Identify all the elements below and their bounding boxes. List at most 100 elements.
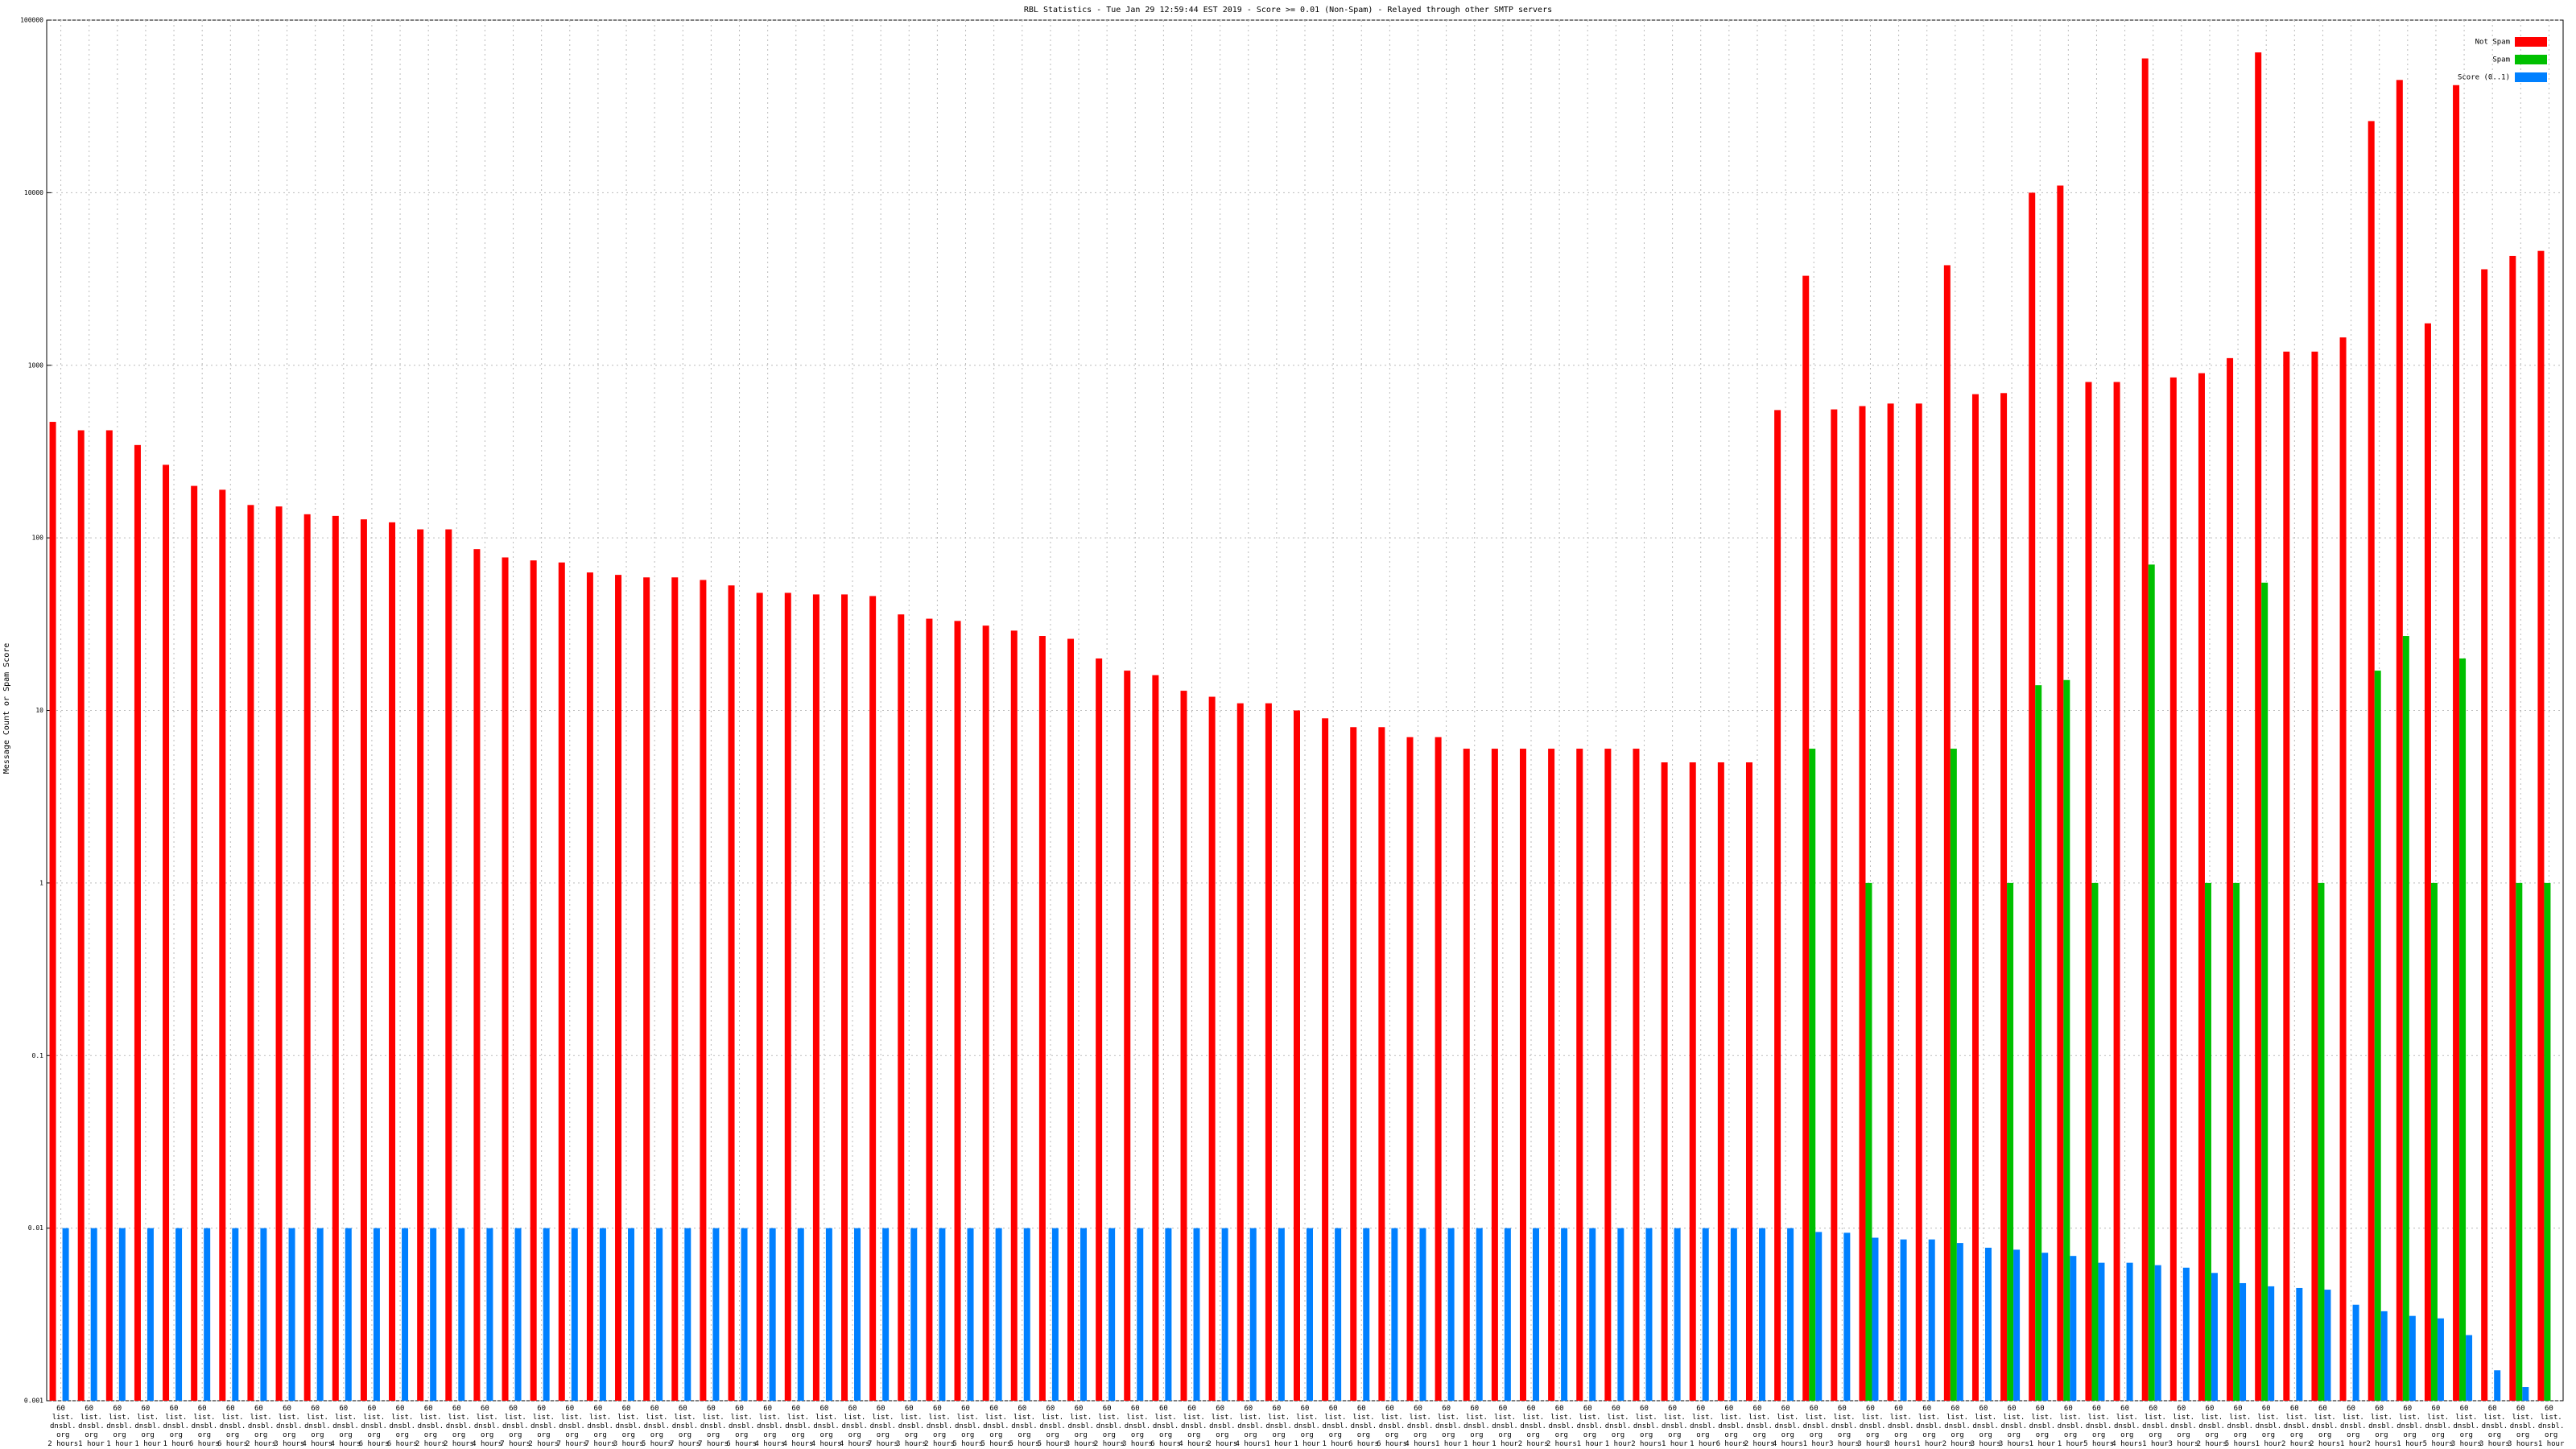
x-tick-label: 60 list. dnsbl. org 7 hours — [580, 1405, 615, 1448]
bar — [2466, 1335, 2473, 1401]
bar — [995, 1228, 1002, 1401]
x-tick-label: 60 list. dnsbl. org 5 hours — [2418, 1405, 2453, 1448]
bar — [926, 618, 933, 1401]
bar — [147, 1228, 154, 1401]
bar — [1476, 1228, 1483, 1401]
x-tick-label: 60 list. dnsbl. org 7 hours — [863, 1405, 898, 1448]
bar — [90, 1228, 97, 1401]
bar — [1096, 658, 1103, 1401]
legend-label: Not Spam — [2475, 39, 2510, 47]
bar — [1633, 749, 1640, 1401]
x-tick-label: 60 list. dnsbl. org 1 hour — [2336, 1405, 2368, 1448]
bar — [982, 625, 989, 1401]
bar — [219, 489, 226, 1401]
x-tick-label: 60 list. dnsbl. org 4 hours — [298, 1405, 332, 1448]
bar — [939, 1228, 946, 1401]
bar — [62, 1228, 69, 1401]
x-tick-label: 60 list. dnsbl. org 5 hours — [2079, 1405, 2114, 1448]
x-tick-label: 60 list. dnsbl. org 1 hour — [1459, 1405, 1491, 1448]
bar — [712, 1228, 720, 1401]
bar — [2352, 1304, 2359, 1401]
bar — [2459, 658, 2467, 1401]
bar — [684, 1228, 691, 1401]
x-tick-label: 60 list. dnsbl. org 2 hours — [1513, 1405, 1548, 1448]
x-tick-label: 60 list. dnsbl. org 3 hours — [1825, 1405, 1860, 1448]
bar — [1108, 1228, 1116, 1401]
bar — [49, 422, 56, 1402]
bar — [558, 562, 565, 1401]
bar — [389, 522, 396, 1401]
bar — [1802, 275, 1810, 1402]
bar — [260, 1228, 267, 1401]
bar — [530, 560, 537, 1401]
bar — [1661, 762, 1668, 1401]
bar — [1815, 1232, 1823, 1401]
x-tick-label: 60 list. dnsbl. org 3 hours — [609, 1405, 643, 1448]
x-tick-label: 60 list. dnsbl. org 1 hour — [1290, 1405, 1321, 1448]
bar — [1180, 691, 1187, 1401]
y-axis-label: Message Count or Spam Score — [2, 643, 11, 774]
bar — [2169, 377, 2177, 1401]
x-tick-label: 60 list. dnsbl. org 6 hours — [185, 1405, 220, 1448]
bar — [1604, 749, 1612, 1401]
bar — [2311, 351, 2318, 1401]
bar — [2148, 564, 2155, 1402]
x-tick-label: 60 list. dnsbl. org 2 hours — [920, 1405, 955, 1448]
bar — [191, 485, 198, 1401]
x-tick-label: 60 list. dnsbl. org 1 hour — [74, 1405, 105, 1448]
bar — [1928, 1239, 1935, 1401]
bar — [1193, 1228, 1200, 1401]
bar — [841, 594, 848, 1401]
bar — [1787, 1228, 1794, 1401]
bar — [2380, 1311, 2388, 1401]
bar — [77, 430, 85, 1402]
chart-title: RBL Statistics - Tue Jan 29 12:59:44 EST… — [1024, 6, 1552, 14]
bar — [1519, 749, 1526, 1401]
bar — [954, 621, 961, 1401]
bar — [1165, 1228, 1172, 1401]
x-tick-label: 60 list. dnsbl. org 1 hour — [159, 1405, 190, 1448]
bar — [1236, 703, 1244, 1401]
bar — [1561, 1228, 1568, 1401]
x-tick-label: 60 list. dnsbl. org 1 hour — [2251, 1405, 2282, 1448]
x-tick-label: 60 list. dnsbl. org 6 hours — [1146, 1405, 1181, 1448]
x-tick-label: 60 list. dnsbl. org 3 hours — [1061, 1405, 1096, 1448]
bar — [2402, 636, 2409, 1401]
bar — [1859, 406, 1866, 1402]
bar — [728, 585, 735, 1401]
bar — [1702, 1228, 1709, 1401]
x-tick-label: 60 list. dnsbl. org 3 hours — [2475, 1405, 2510, 1448]
legend-label: Score (0..1) — [2458, 74, 2510, 82]
x-tick-label: 60 list. dnsbl. org 1 hour — [1798, 1405, 1830, 1448]
bar — [1010, 630, 1018, 1401]
x-tick-label: 60 list. dnsbl. org 1 hour — [1657, 1405, 1689, 1448]
bar — [2255, 52, 2262, 1402]
bar — [2211, 1273, 2218, 1401]
x-tick-label: 60 list. dnsbl. org 3 hours — [1881, 1405, 1916, 1448]
bar — [430, 1228, 437, 1401]
x-tick-label: 60 list. dnsbl. org 4 hours — [835, 1405, 869, 1448]
x-tick-label: 60 list. dnsbl. org 2 hours — [2192, 1405, 2227, 1448]
x-tick-label: 60 list. dnsbl. org 3 hours — [1853, 1405, 1888, 1448]
x-tick-label: 60 list. dnsbl. org 2 hours — [524, 1405, 559, 1448]
bar — [2198, 373, 2205, 1401]
bar — [1278, 1228, 1285, 1401]
x-tick-label: 60 list. dnsbl. org 5 hours — [637, 1405, 671, 1448]
x-tick-label: 60 list. dnsbl. org 4 hours — [326, 1405, 361, 1448]
bar — [741, 1228, 748, 1401]
y-tick-label: 1000 — [28, 361, 43, 369]
x-tick-label: 60 list. dnsbl. org 3 hours — [1994, 1405, 2029, 1448]
bar — [1265, 703, 1272, 1401]
bar — [2126, 1262, 2133, 1401]
bar — [2233, 882, 2240, 1401]
bar — [2007, 882, 2014, 1401]
bar — [2141, 58, 2149, 1401]
bar — [769, 1228, 776, 1401]
bar — [1831, 409, 1838, 1402]
bar — [1447, 1228, 1455, 1401]
x-tick-label: 60 list. dnsbl. org 1 hour — [1686, 1405, 1717, 1448]
bar — [105, 430, 113, 1402]
x-tick-label: 60 list. dnsbl. org 4 hours — [1401, 1405, 1435, 1448]
bar — [615, 575, 622, 1401]
bar — [1391, 1228, 1398, 1401]
